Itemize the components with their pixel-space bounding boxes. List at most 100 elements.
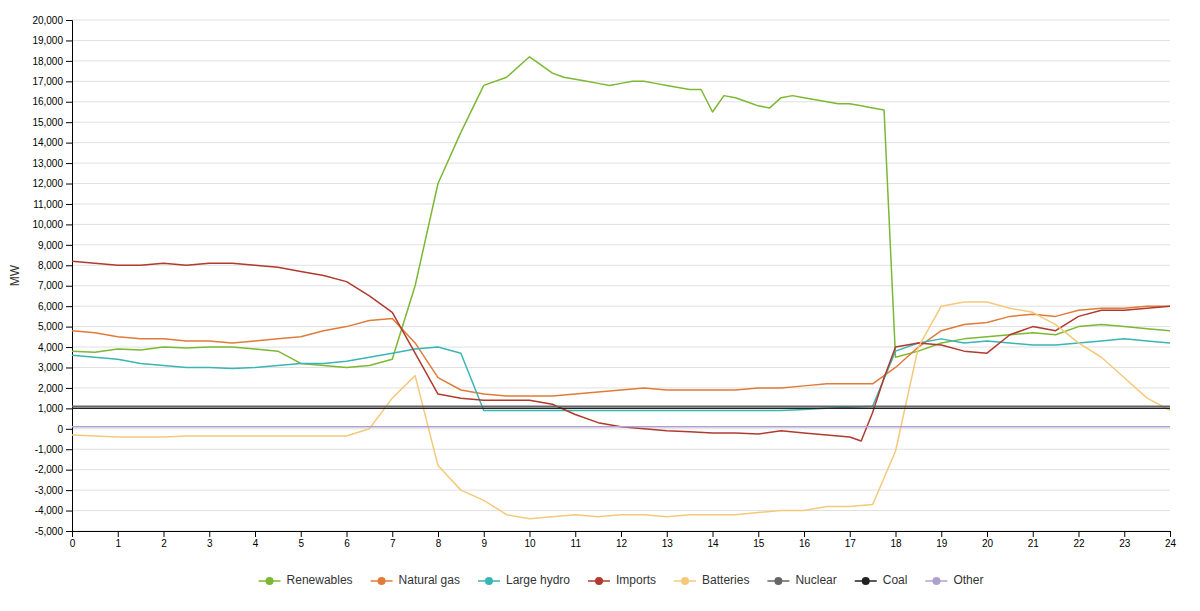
x-tick-mark (438, 531, 439, 537)
y-tick: -3,000 (35, 485, 72, 496)
y-tick-mark (66, 143, 72, 144)
x-tick-mark (484, 531, 485, 537)
x-tick-mark (713, 531, 714, 537)
y-tick: 3,000 (38, 362, 72, 373)
grid-line (72, 163, 1170, 164)
y-tick: 8,000 (38, 260, 72, 271)
legend-label: Renewables (287, 573, 353, 587)
lines (72, 57, 1170, 519)
y-tick-label: 15,000 (32, 117, 63, 128)
x-tick-mark (804, 531, 805, 537)
grid-line (72, 101, 1170, 102)
x-tick-label: 11 (571, 538, 582, 549)
x-tick: 4 (253, 531, 259, 549)
x-tick-mark (347, 531, 348, 537)
x-tick-mark (164, 531, 165, 537)
grid-line (72, 224, 1170, 225)
y-tick-label: 3,000 (38, 362, 63, 373)
y-tick-label: 4,000 (38, 342, 63, 353)
x-tick: 13 (662, 531, 674, 549)
x-tick-label: 17 (845, 538, 857, 549)
y-tick-mark (66, 470, 72, 471)
x-tick-mark (575, 531, 576, 537)
y-tick-mark (66, 347, 72, 348)
chart-svg: 0123456789101112131415161718192021222324… (0, 0, 1200, 611)
legend-label: Imports (616, 573, 656, 587)
x-tick-mark (941, 531, 942, 537)
y-tick: 6,000 (38, 301, 72, 312)
y-tick-mark (66, 449, 72, 450)
legend-swatch-marker (932, 577, 940, 585)
y-tick-label: 2,000 (38, 383, 63, 394)
y-tick-mark (66, 286, 72, 287)
x-tick-mark (118, 531, 119, 537)
x-tick-label: 7 (390, 538, 396, 549)
x-tick-label: 0 (70, 538, 76, 549)
x-tick: 23 (1119, 531, 1131, 549)
y-tick-mark (66, 163, 72, 164)
x-tick-label: 5 (298, 538, 304, 549)
y-tick-label: 10,000 (32, 219, 63, 230)
x-tick-mark (1124, 531, 1125, 537)
y-tick-label: 0 (57, 424, 63, 435)
y-tick: 7,000 (38, 280, 72, 291)
x-tick: 20 (982, 531, 994, 549)
y-axis-title: MW (8, 264, 22, 286)
legend-label: Natural gas (399, 573, 460, 587)
legend-label: Coal (883, 573, 908, 587)
x-tick: 1 (115, 531, 121, 549)
x-tick-label: 23 (1119, 538, 1131, 549)
y-tick-mark (66, 204, 72, 205)
y-tick: -2,000 (35, 464, 72, 475)
y-tick: 14,000 (32, 137, 72, 148)
y-tick-label: -4,000 (35, 505, 64, 516)
y-tick: 20,000 (32, 15, 72, 26)
x-tick: 2 (161, 531, 167, 549)
x-tick: 15 (753, 531, 765, 549)
y-tick-label: -1,000 (35, 444, 64, 455)
y-tick-label: -5,000 (35, 526, 64, 537)
x-tick-label: 6 (344, 538, 350, 549)
x-tick-mark (621, 531, 622, 537)
grid-line (72, 326, 1170, 327)
x-tick-mark (850, 531, 851, 537)
x-axis: 0123456789101112131415161718192021222324 (70, 531, 1177, 549)
x-tick-mark (209, 531, 210, 537)
x-tick-label: 14 (707, 538, 719, 549)
x-tick: 8 (436, 531, 442, 549)
x-tick-mark (1079, 531, 1080, 537)
y-tick: -4,000 (35, 505, 72, 516)
x-tick-mark (1033, 531, 1034, 537)
y-tick-label: 9,000 (38, 240, 63, 251)
y-tick: 15,000 (32, 117, 72, 128)
legend-swatch-marker (266, 577, 274, 585)
plot: 0123456789101112131415161718192021222324… (32, 15, 1176, 549)
y-tick: 9,000 (38, 240, 72, 251)
x-tick-mark (758, 531, 759, 537)
x-tick-mark (987, 531, 988, 537)
grid-line (72, 265, 1170, 266)
y-tick: 2,000 (38, 383, 72, 394)
y-tick-label: 7,000 (38, 280, 63, 291)
x-tick-label: 24 (1165, 538, 1177, 549)
legend-swatch-marker (862, 577, 870, 585)
y-tick-label: 5,000 (38, 321, 63, 332)
legend-item: Coal (855, 573, 908, 587)
x-tick-label: 1 (115, 538, 121, 549)
y-tick-mark (66, 81, 72, 82)
y-axis-line (66, 21, 73, 532)
grid-line (72, 20, 1170, 21)
y-tick-mark (66, 102, 72, 103)
x-tick-mark (255, 531, 256, 537)
x-tick-label: 3 (207, 538, 213, 549)
y-tick-label: 20,000 (32, 15, 63, 26)
y-tick-mark (66, 122, 72, 123)
x-tick: 21 (1028, 531, 1040, 549)
grid-line (72, 244, 1170, 245)
grid (72, 20, 1170, 531)
y-tick: 10,000 (32, 219, 72, 230)
series-line (72, 306, 1170, 396)
grid-line (72, 81, 1170, 82)
y-tick-label: 17,000 (32, 76, 63, 87)
grid-line (72, 387, 1170, 388)
